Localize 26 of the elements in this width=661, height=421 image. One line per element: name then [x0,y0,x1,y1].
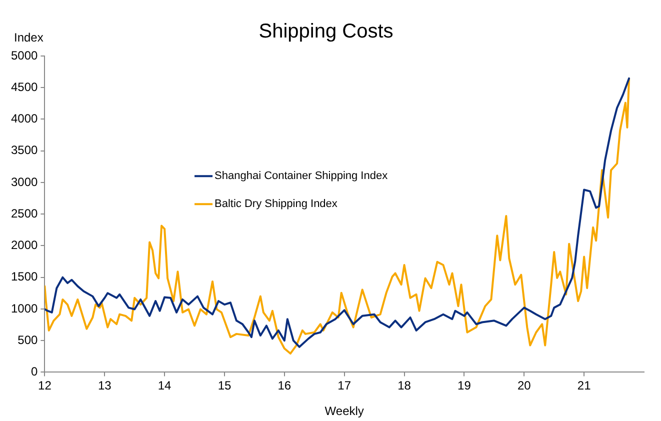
y-tick-label: 2500 [10,206,38,220]
x-tick-label: 17 [338,378,352,393]
x-tick-label: 16 [278,378,292,393]
x-tick-label: 12 [38,378,52,393]
x-tick-label: 18 [398,378,412,393]
legend-label: Shanghai Container Shipping Index [214,170,388,182]
x-tick-label: 20 [517,378,532,393]
y-tick-label: 4500 [10,80,38,94]
y-axis-title: Index [14,30,44,44]
x-tick-label: 19 [458,378,472,393]
y-tick-label: 1500 [10,270,38,284]
x-tick-label: 15 [218,378,232,393]
y-tick-label: 5000 [10,48,38,62]
y-tick-label: 2000 [10,238,38,252]
legend-label: Baltic Dry Shipping Index [214,198,338,210]
y-tick-label: 3000 [10,174,38,189]
x-tick-label: 14 [158,378,172,393]
y-tick-label: 0 [31,364,38,379]
y-tick-label: 4000 [10,112,38,126]
x-tick-label: 13 [98,378,112,393]
y-tick-label: 500 [18,332,38,347]
y-tick-label: 3500 [10,143,38,158]
x-axis-title: Weekly [324,404,364,418]
y-tick-label: 1000 [10,301,38,316]
chart-title: Shipping Costs [258,20,394,43]
x-tick-label: 21 [577,378,592,393]
